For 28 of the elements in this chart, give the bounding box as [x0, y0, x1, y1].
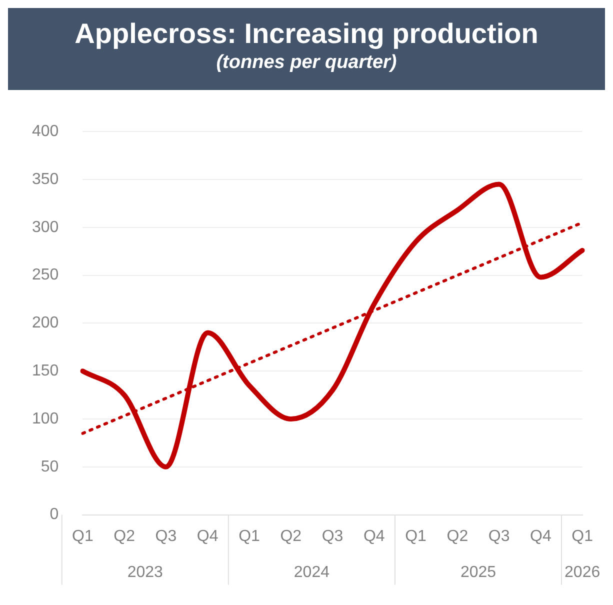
x-tick-label: Q3	[155, 528, 177, 545]
text: 2026	[564, 564, 600, 581]
x-tick-label: Q2	[114, 528, 136, 545]
chart-subtitle: (tonnes per quarter)	[215, 52, 398, 74]
text: 2025	[460, 564, 496, 581]
y-tick-label: 100	[32, 410, 59, 428]
x-tick-label: Q4	[530, 528, 552, 545]
x-tick-label: Q4	[196, 528, 218, 545]
x-tick-label: Q2	[280, 528, 302, 545]
y-tick-label: 350	[32, 170, 59, 188]
x-tick-label: Q3	[488, 528, 510, 545]
x-tick-label: Q1	[238, 528, 260, 545]
text: 2024	[294, 564, 330, 581]
y-tick-label: 200	[32, 314, 59, 332]
y-tick-label: 300	[32, 218, 59, 236]
y-tick-label: 250	[32, 266, 59, 284]
x-tick-label: Q1	[72, 528, 94, 545]
y-tick-label: 50	[40, 458, 59, 476]
text: 2023	[127, 564, 164, 581]
x-tick-label: Q1	[572, 528, 594, 545]
x-tick-label: Q2	[446, 528, 468, 545]
y-tick-label: 150	[32, 362, 59, 380]
y-tick-label: 400	[32, 123, 59, 140]
y-tick-label: 0	[50, 506, 59, 524]
x-tick-label: Q1	[405, 528, 427, 545]
x-tick-label: Q4	[363, 528, 385, 545]
chart-title: Applecross: Increasing production	[74, 18, 540, 50]
x-tick-label: Q3	[322, 528, 344, 545]
